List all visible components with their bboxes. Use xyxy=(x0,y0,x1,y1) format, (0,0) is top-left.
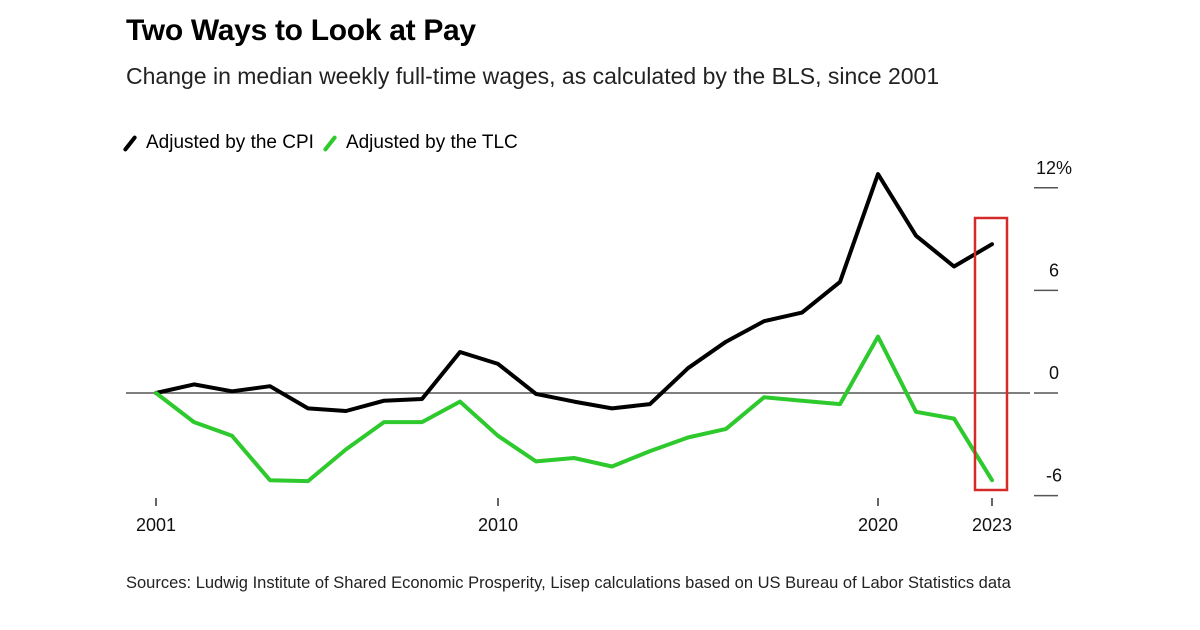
series-line-cpi xyxy=(154,172,994,413)
source-note: Sources: Ludwig Institute of Shared Econ… xyxy=(126,574,1011,592)
series-group xyxy=(154,172,994,484)
series-line-tlc xyxy=(154,334,994,484)
axes: 12% 6 0 -6 2001 2010 2020 2023 xyxy=(126,158,1072,535)
chart-title: Two Ways to Look at Pay xyxy=(126,14,476,47)
x-tick-label: 2001 xyxy=(136,515,176,535)
legend-label-cpi: Adjusted by the CPI xyxy=(146,132,314,153)
x-tick-label: 2020 xyxy=(858,515,898,535)
legend-item-tlc: Adjusted by the TLC xyxy=(322,132,518,154)
y-tick-label: 12% xyxy=(1036,158,1072,178)
highlight-box-2023 xyxy=(973,216,1009,492)
legend-item-cpi: Adjusted by the CPI xyxy=(122,132,314,154)
y-tick-label: -6 xyxy=(1046,466,1062,486)
x-tick-label: 2010 xyxy=(478,515,518,535)
y-tick-label: 6 xyxy=(1049,260,1059,280)
legend-label-tlc: Adjusted by the TLC xyxy=(345,132,518,153)
chart-subtitle: Change in median weekly full-time wages,… xyxy=(126,63,940,89)
y-tick-label: 0 xyxy=(1049,363,1059,383)
annotations xyxy=(973,216,1009,492)
legend: Adjusted by the CPI Adjusted by the TLC xyxy=(122,132,532,154)
x-tick-label: 2023 xyxy=(972,515,1012,535)
